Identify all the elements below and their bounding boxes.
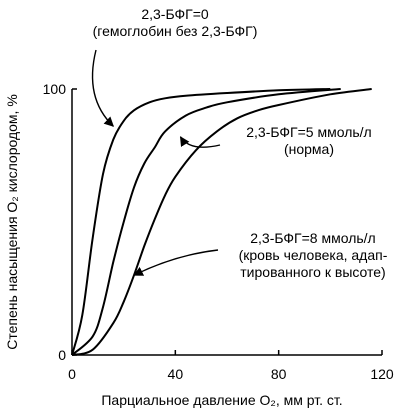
- x-tick-label: 40: [168, 366, 184, 382]
- annotation-bpg-0: 2,3-БФГ=0 (гемоглобин без 2,3-БФГ): [60, 6, 290, 40]
- annotation-bpg-0-line1: 2,3-БФГ=0: [141, 6, 209, 22]
- curve-bpg-0: [71, 88, 331, 356]
- curve-bpg-5: [71, 88, 341, 356]
- x-tick-label: 120: [370, 366, 394, 382]
- x-tick-label: 0: [68, 366, 76, 382]
- annotation-bpg-5-line1: 2,3-БФГ=5 ммоль/л: [246, 124, 372, 140]
- annotation-bpg-5: 2,3-БФГ=5 ммоль/л (норма): [224, 124, 394, 158]
- annotation-arrow: [133, 249, 219, 276]
- annotation-bpg-8-line2: (кровь человека, адап-: [238, 247, 388, 263]
- curve-bpg-8: [71, 88, 372, 356]
- y-axis-label: Степень насыщения O₂ кислородом, %: [4, 94, 20, 350]
- x-axis-label: Парциальное давление O₂, мм рт. ст.: [101, 392, 342, 408]
- annotation-bpg-8-line1: 2,3-БФГ=8 ммоль/л: [250, 230, 376, 246]
- annotation-bpg-0-line2: (гемоглобин без 2,3-БФГ): [92, 23, 258, 39]
- y-tick-label: 0: [58, 347, 66, 363]
- annotation-arrow: [91, 49, 115, 127]
- x-tick-label: 80: [271, 366, 287, 382]
- annotation-bpg-5-line2: (норма): [283, 141, 335, 157]
- y-tick-label: 100: [43, 81, 67, 97]
- annotation-bpg-8-line3: тированного к высоте): [240, 264, 386, 280]
- annotation-bpg-8: 2,3-БФГ=8 ммоль/л (кровь человека, адап-…: [222, 230, 404, 281]
- annotation-arrow: [179, 136, 221, 148]
